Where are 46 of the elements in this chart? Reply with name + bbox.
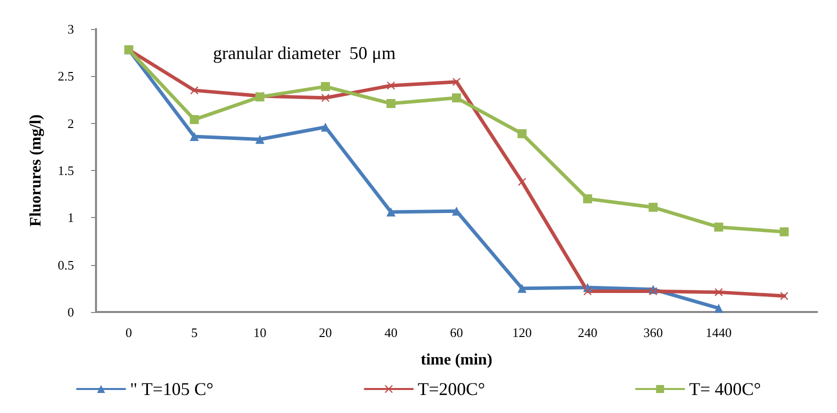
legend-label: " T=105 C° [130, 379, 214, 399]
point [714, 288, 723, 296]
point [780, 227, 789, 236]
y-tick-label: 1 [68, 210, 74, 226]
point [518, 284, 527, 293]
point [649, 287, 658, 296]
point [190, 132, 199, 142]
y-tick-label: 0 [68, 304, 74, 320]
y-tick-label: 2 [68, 116, 74, 131]
x-axis-title: time (min) [420, 352, 492, 368]
y-axis-title: Fluorures (mg/l) [28, 114, 44, 227]
y-tick-label: 0.5 [58, 257, 74, 272]
point [452, 93, 461, 102]
point [518, 129, 527, 138]
x-tick-label: 40 [384, 325, 398, 340]
point [255, 134, 264, 144]
point [714, 222, 724, 232]
point [386, 208, 396, 217]
point [780, 292, 788, 300]
point [518, 178, 526, 186]
y-tick-label: 1.5 [58, 163, 74, 178]
legend-label: T=200C° [418, 379, 486, 399]
point [648, 202, 658, 212]
point [452, 78, 460, 86]
annotation: granular diameter 50 μm [213, 43, 396, 63]
y-tick-label: 2.5 [58, 68, 74, 84]
x-tick-label: 240 [578, 325, 598, 340]
x-tick-label: 60 [450, 325, 463, 340]
point [386, 82, 395, 90]
x-tick-label: 1440 [706, 325, 732, 340]
y-tick-label: 3 [68, 22, 74, 36]
point [320, 82, 330, 92]
point [583, 194, 592, 204]
x-tick-label: 0 [126, 325, 132, 340]
x-tick-label: 360 [643, 325, 663, 340]
x-tick-label: 10 [253, 325, 266, 340]
point [386, 99, 396, 108]
point [714, 304, 724, 313]
point [584, 287, 592, 296]
point [190, 115, 199, 124]
x-tick-label: 20 [318, 325, 332, 340]
x-tick-label: 120 [512, 325, 532, 340]
legend-label: T= 400C° [689, 379, 761, 399]
point [190, 86, 198, 94]
point [321, 94, 330, 102]
x-tick-label: 5 [191, 325, 198, 340]
